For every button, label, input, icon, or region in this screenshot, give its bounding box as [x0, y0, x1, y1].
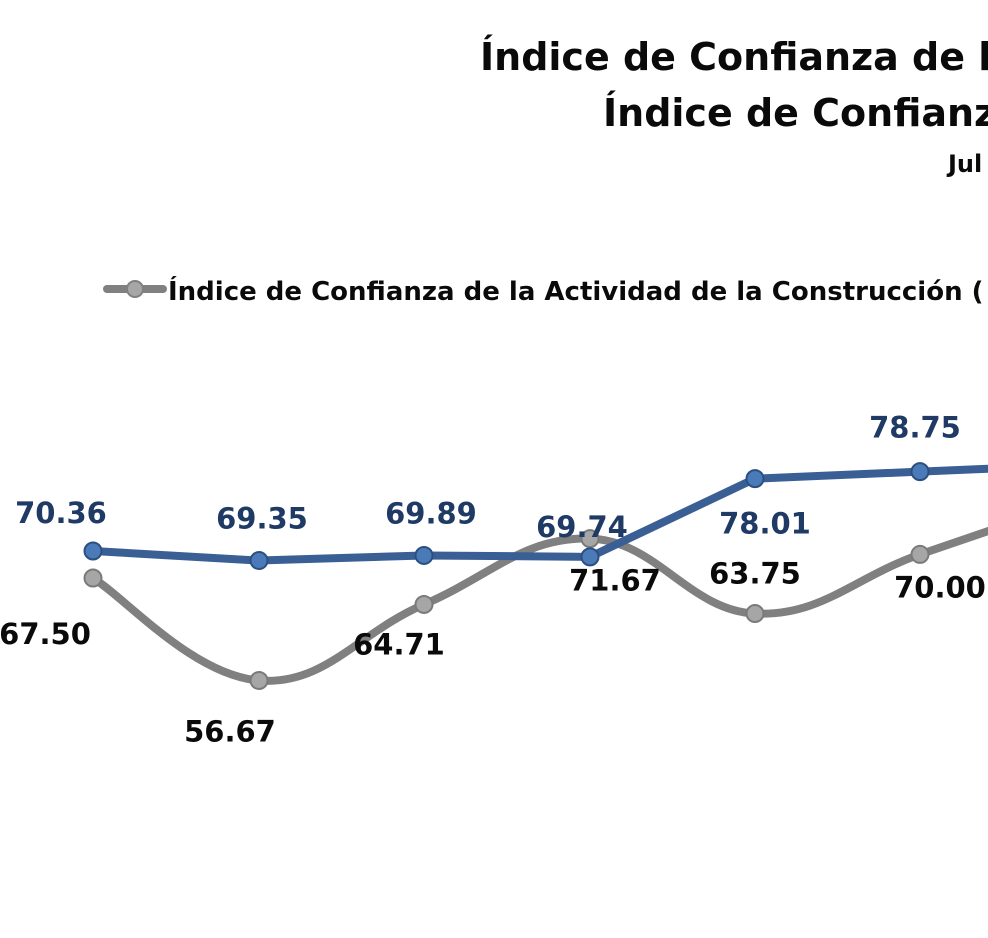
series-2-data-label: 69.35	[216, 502, 308, 536]
series-1-point	[580, 529, 600, 549]
series-1-data-label: 70.00	[894, 570, 986, 604]
chart-title: Índice de Confianza de la	[480, 35, 988, 79]
plot-area: 67.50 56.67 64.71 71.67 63.75 70.00 70.36 69.35…	[0, 411, 988, 749]
series-2-data-label: 78.75	[869, 411, 961, 445]
series-1-data-label: 67.50	[0, 617, 91, 651]
series-2-point	[83, 541, 103, 561]
series-2-point	[745, 469, 765, 489]
chart-period: Jul	[946, 150, 982, 178]
series-2-point	[414, 545, 434, 565]
series-1-point	[83, 568, 103, 588]
series-1-point	[910, 544, 930, 564]
chart-subtitle: Índice de Confianza	[603, 91, 988, 135]
series-2-data-label: 78.01	[719, 507, 811, 541]
series-1-data-label: 56.67	[184, 715, 276, 749]
series-2-data-label: 69.89	[385, 496, 477, 530]
series-1-data-label: 63.75	[709, 557, 801, 591]
series-2-point	[580, 547, 600, 567]
series-1-data-label: 71.67	[569, 564, 661, 598]
series-2-data-label: 69.74	[536, 510, 628, 544]
series-2-point	[249, 551, 269, 571]
series-1-point	[414, 594, 434, 614]
series-1-point	[249, 671, 269, 691]
series-2-point	[910, 462, 930, 482]
series-1-point	[745, 604, 765, 624]
legend-marker-icon	[126, 280, 144, 298]
series-2-data-label: 70.36	[15, 496, 107, 530]
series-1-data-label: 64.71	[353, 627, 445, 661]
legend-label-series-1: Índice de Confianza de la Actividad de l…	[168, 275, 984, 307]
legend: Índice de Confianza de la Actividad de l…	[103, 275, 984, 307]
